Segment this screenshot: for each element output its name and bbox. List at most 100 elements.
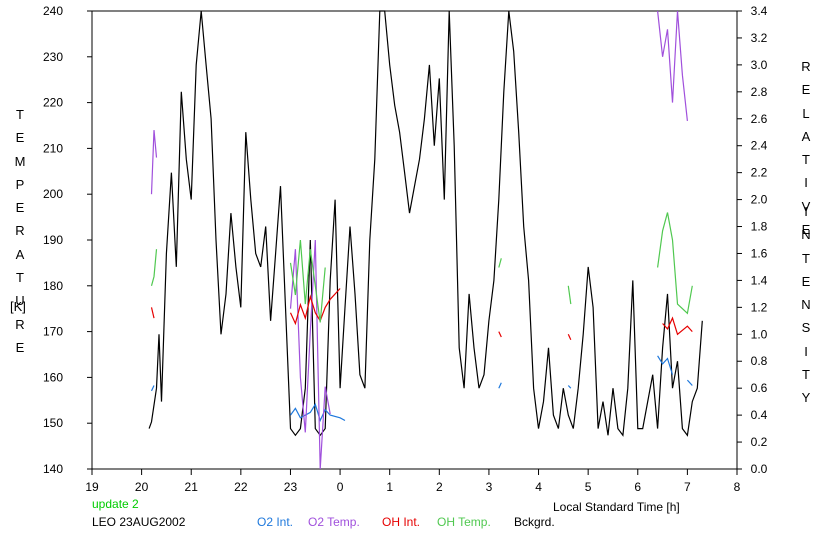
series-line [150, 249, 158, 286]
y-left-label-letter-5: R [15, 223, 25, 239]
y-right-tick-label: 1.6 [751, 246, 768, 260]
series-line [498, 382, 502, 389]
series-line [686, 379, 693, 386]
y-right-label-letter-a-3: A [801, 128, 811, 144]
x-tick-label: 5 [585, 480, 592, 494]
y-left-tick-label: 140 [43, 462, 63, 476]
y-right-tick-label: 2.0 [751, 193, 768, 207]
y-right-label-letter-a-5: I [804, 175, 808, 191]
y-left-tick-label: 200 [43, 187, 63, 201]
series-line [657, 212, 693, 315]
y-right-tick-label: 3.2 [751, 31, 768, 45]
series-line [657, 10, 688, 121]
x-tick-label: 19 [85, 480, 99, 494]
y-left-label-letter-1: E [15, 130, 25, 146]
y-left-tick-label: 220 [43, 96, 63, 110]
right-axis-ticks: 0.0 0.2 0.4 0.6 0.8 1.0 1.2 1.4 1.6 1.8 2.0 2.2 2.4 2… [737, 4, 768, 476]
y-right-label-letter-a-6: V [801, 198, 811, 214]
update-text: update 2 [92, 497, 139, 511]
series-line [150, 307, 155, 319]
x-tick-label: 4 [535, 480, 542, 494]
series-oh-int [150, 288, 693, 340]
y-left-label-letter-8: U [15, 293, 25, 309]
x-axis-label: Local Standard Time [h] [553, 500, 680, 514]
header-date: LEO 23AUG2002 [92, 515, 186, 529]
x-tick-label: 7 [684, 480, 691, 494]
series-line [662, 316, 693, 336]
y-left-label-letter-10: E [15, 339, 25, 355]
series-line [289, 239, 331, 469]
y-right-label-letter-b-5: S [801, 320, 811, 336]
y-left-label-letter-3: P [15, 176, 25, 192]
series-o2-temp [150, 10, 688, 469]
y-right-tick-label: 1.0 [751, 327, 768, 341]
y-left-label-letter-9: R [15, 316, 25, 332]
y-right-label-letter-b-8: Y [801, 390, 811, 406]
series-bckgrd [148, 10, 703, 437]
y-left-tick-label: 160 [43, 370, 63, 384]
y-right-tick-label: 0.6 [751, 381, 768, 395]
legend-o2-int: O2 Int. [257, 515, 294, 529]
x-tick-label: 2 [436, 480, 443, 494]
series-line [567, 385, 572, 389]
x-tick-label: 20 [135, 480, 149, 494]
series-line [150, 385, 155, 392]
y-left-label-letter-4: E [15, 200, 25, 216]
y-right-label-letter-a-4: T [802, 152, 810, 168]
series-line [290, 402, 346, 423]
y-left-tick-label: 180 [43, 279, 63, 293]
series-line [289, 239, 326, 323]
y-left-tick-label: 190 [43, 233, 63, 247]
x-tick-label: 6 [634, 480, 641, 494]
y-right-tick-label: 1.8 [751, 220, 768, 234]
series-oh-temp [150, 212, 693, 323]
y-right-tick-label: 3.4 [751, 4, 768, 18]
x-tick-label: 0 [337, 480, 344, 494]
y-right-tick-label: 0.0 [751, 462, 768, 476]
y-left-label-letter-2: M [14, 153, 26, 169]
series-line [289, 288, 341, 326]
x-tick-label: 3 [486, 480, 493, 494]
legend-oh-temp: OH Temp. [437, 515, 491, 529]
y-right-tick-label: 0.4 [751, 408, 768, 422]
series-line [498, 258, 502, 268]
x-tick-label: 1 [386, 480, 393, 494]
legend-bckgrd: Bckgrd. [514, 515, 555, 529]
y-left-tick-label: 150 [43, 416, 63, 430]
y-right-label-letter-a-2: L [802, 105, 810, 121]
y-left-axis-unit: [K] [10, 299, 26, 314]
left-axis-ticks: 140 150 160 170 180 190 200 210 220 230 240 [43, 4, 92, 476]
y-left-label-letter-7: T [16, 270, 24, 286]
y-right-tick-label: 3.0 [751, 58, 768, 72]
series-layer [148, 10, 703, 469]
x-tick-label: 21 [185, 480, 199, 494]
y-right-label-letter-b-7: T [802, 367, 810, 383]
series-line [567, 334, 572, 340]
y-right-label-letter-a-7: E [801, 222, 811, 238]
y-right-label-letter-b-6: I [804, 343, 808, 359]
x-tick-label: 8 [734, 480, 741, 494]
x-tick-label: 22 [234, 480, 248, 494]
y-left-tick-label: 240 [43, 4, 63, 18]
y-right-label-letter-a-0: R [801, 59, 811, 74]
y-right-tick-label: 2.8 [751, 85, 768, 99]
y-right-label-letter-a-1: E [801, 82, 811, 98]
series-line [148, 10, 703, 437]
y-left-tick-label: 170 [43, 325, 63, 339]
y-right-label-letter-b-3: E [801, 273, 811, 289]
series-line [150, 130, 158, 195]
series-o2-int [150, 355, 693, 423]
y-left-tick-label: 210 [43, 141, 63, 155]
y-right-tick-label: 1.4 [751, 273, 768, 287]
series-line [657, 355, 674, 375]
y-left-label-letter-0: T [16, 107, 24, 122]
y-right-label-letter-b-2: T [802, 250, 810, 266]
y-right-tick-label: 2.4 [751, 139, 768, 153]
series-line [567, 285, 572, 305]
x-axis-ticks: 19 20 21 22 23 0 1 2 3 4 5 6 7 8 [85, 469, 741, 494]
y-right-tick-label: 0.8 [751, 354, 768, 368]
